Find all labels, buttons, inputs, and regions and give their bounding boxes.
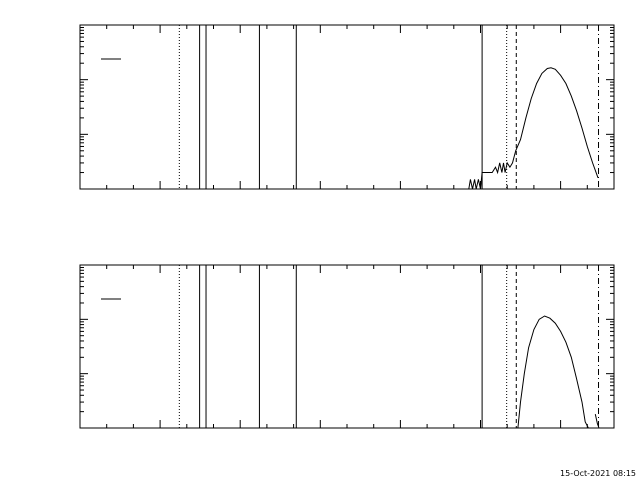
plot-timestamp: 15-Oct-2021 08:15	[560, 469, 636, 478]
plot-frame	[79, 24, 615, 190]
data-series-line	[517, 315, 589, 429]
data-series-line	[468, 67, 599, 190]
chart-panel-1	[79, 24, 615, 190]
data-series-line	[594, 413, 600, 429]
plot-frame	[79, 264, 615, 429]
chart-panel-2	[79, 264, 615, 429]
